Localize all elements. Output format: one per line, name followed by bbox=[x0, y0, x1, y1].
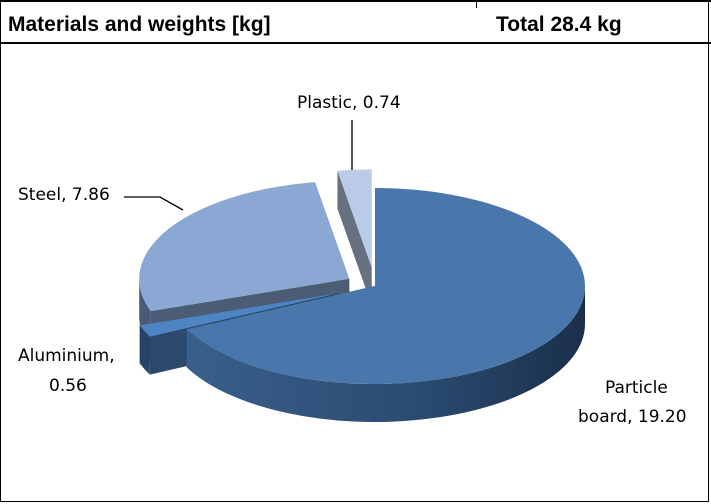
slice-plastic bbox=[337, 169, 372, 268]
slice-aluminium bbox=[139, 293, 339, 337]
label-plastic: Plastic, 0.74 bbox=[297, 93, 401, 113]
label-steel: Steel, 7.86 bbox=[18, 185, 110, 205]
label-aluminium-line1: Aluminium, bbox=[18, 346, 115, 366]
slice-plastic-radial-face-0 bbox=[337, 170, 372, 306]
label-particle-line1: Particle bbox=[605, 378, 668, 398]
steel-leader-line bbox=[124, 196, 184, 211]
slice-aluminium-side-0 bbox=[139, 325, 150, 375]
slice-particle-board bbox=[186, 187, 585, 384]
label-aluminium-line2: 0.56 bbox=[49, 376, 87, 396]
label-particle-line2: board, 19.20 bbox=[578, 407, 687, 427]
header-divider-stub bbox=[476, 0, 477, 8]
title-bar bbox=[0, 0, 711, 44]
chart-title: Materials and weights [kg] bbox=[8, 13, 271, 36]
top-border bbox=[0, 0, 711, 2]
slice-particle-board-side-0 bbox=[186, 286, 585, 423]
total-weight: Total 28.4 kg bbox=[496, 13, 622, 36]
slice-steel bbox=[139, 182, 350, 312]
